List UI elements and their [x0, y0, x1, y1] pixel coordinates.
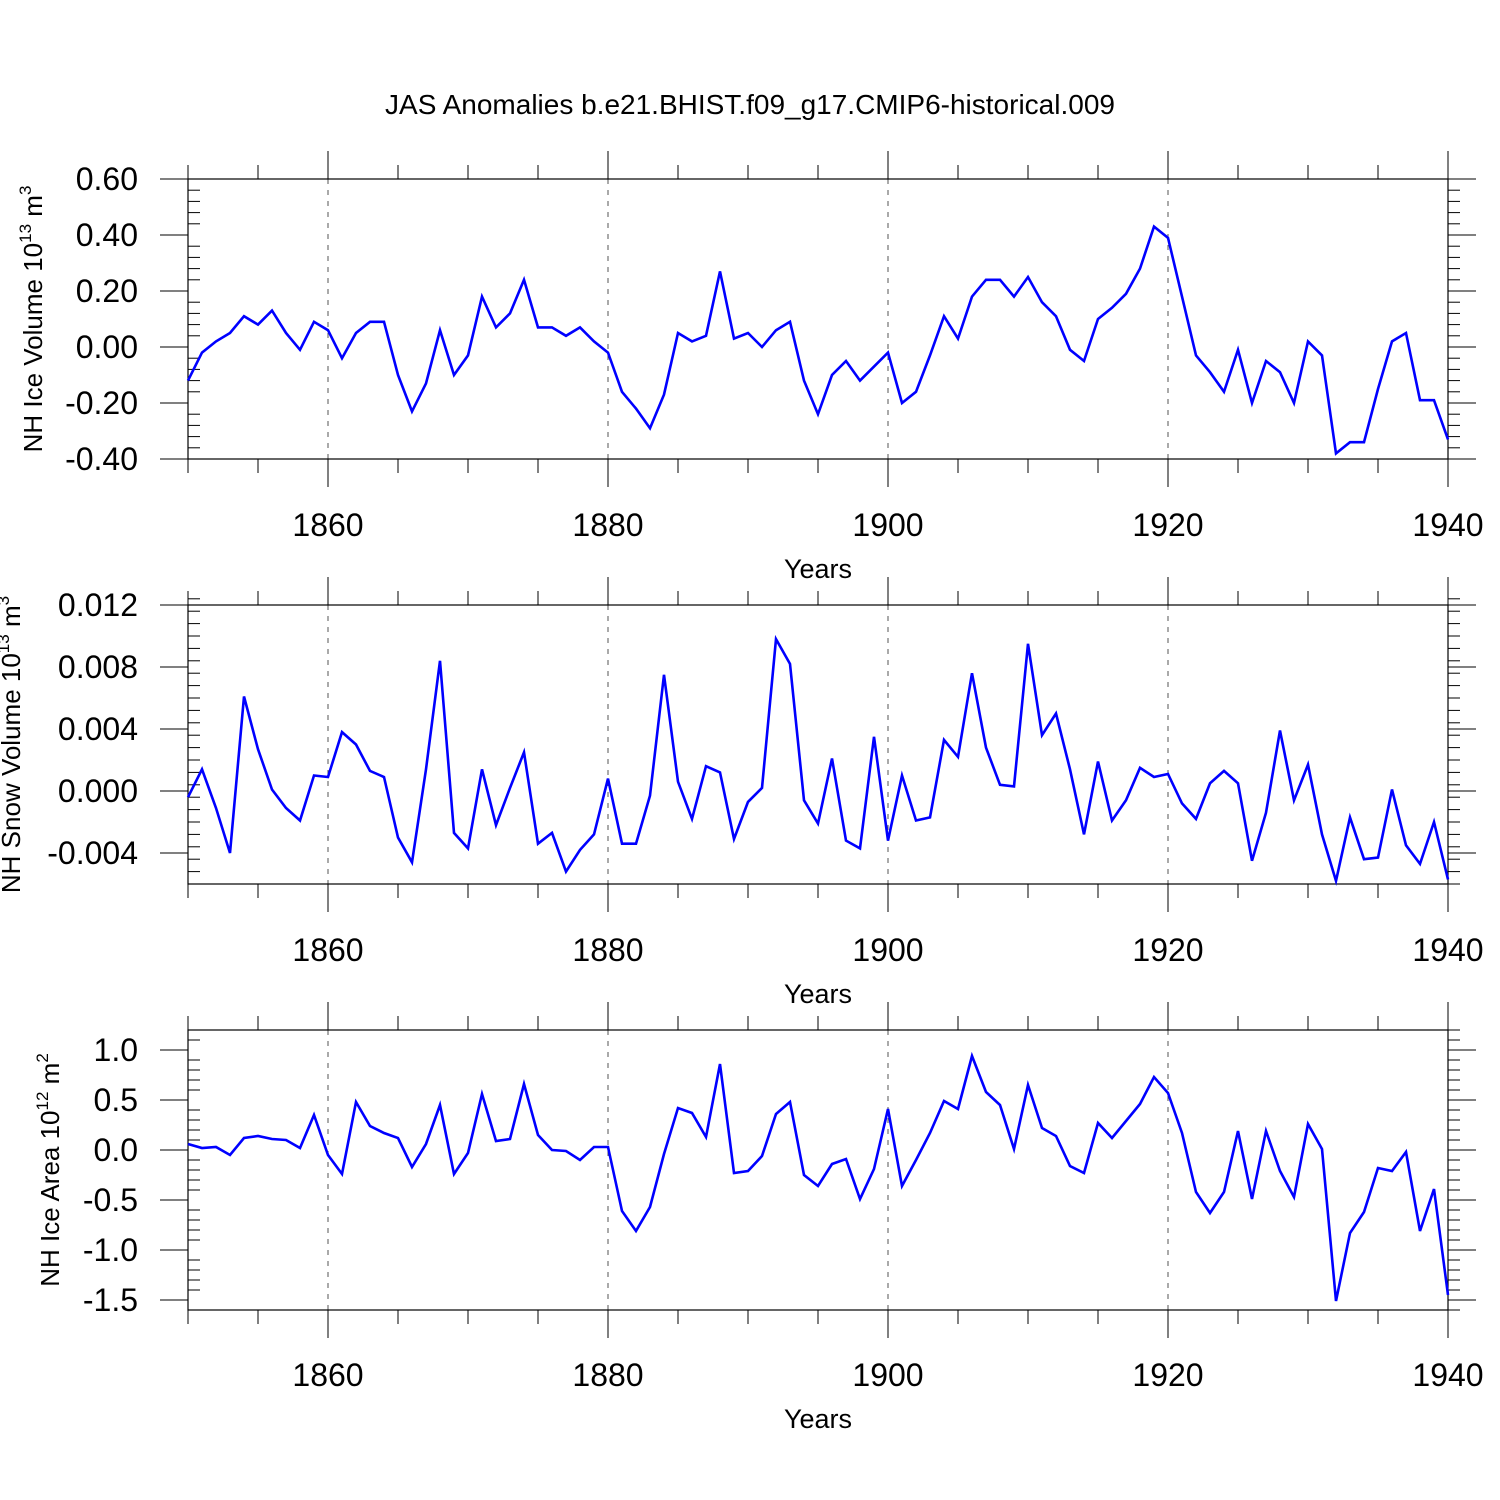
y-tick-label: 0.000	[58, 773, 138, 809]
plot-frame	[187, 1029, 1449, 1311]
x-tick-label: 1940	[1412, 1357, 1483, 1393]
x-tick-label: 1900	[852, 1357, 923, 1393]
x-tick-label: 1860	[292, 932, 363, 968]
x-tick-label: 1920	[1132, 932, 1203, 968]
y-tick-label: 0.004	[58, 711, 138, 747]
y-tick-label: 0.012	[58, 587, 138, 623]
x-tick-label: 1900	[852, 507, 923, 543]
x-tick-label: 1940	[1412, 932, 1483, 968]
panel-ice-volume: -0.40 -0.20 0.00 0.20 0.40 0.60 1860 1880 1900 19…	[16, 151, 1484, 584]
y-axis-label: NH Ice Volume 1013 m3	[16, 186, 48, 453]
y-tick-label: -0.40	[65, 441, 138, 477]
y-tick-label: 0.008	[58, 649, 138, 685]
x-tick-label: 1880	[572, 507, 643, 543]
y-tick-label: 0.20	[76, 273, 138, 309]
x-tick-label: 1940	[1412, 507, 1483, 543]
y-tick-label: 0.5	[94, 1082, 138, 1118]
y-tick-label: 1.0	[94, 1032, 138, 1068]
series-line-ice-area	[187, 1051, 1450, 1302]
y-tick-label: 0.00	[76, 329, 138, 365]
y-tick-label: -1.5	[83, 1282, 138, 1318]
x-tick-label: 1860	[292, 1357, 363, 1393]
y-tick-label: -0.004	[47, 835, 138, 871]
y-tick-label: -1.0	[83, 1232, 138, 1268]
plot-frame	[187, 604, 1449, 885]
x-tick-label: 1880	[572, 932, 643, 968]
x-axis-label: Years	[784, 554, 852, 584]
x-tick-label: 1920	[1132, 507, 1203, 543]
x-tick-label: 1860	[292, 507, 363, 543]
x-tick-label: 1920	[1132, 1357, 1203, 1393]
y-tick-label: 0.0	[94, 1132, 138, 1168]
series-line-ice-volume	[186, 224, 1450, 456]
y-tick-label: -0.20	[65, 385, 138, 421]
panel-ice-area: -1.5 -1.0 -0.5 0.0 0.5 1.0 1860 1880 1900 1920 194…	[33, 1002, 1484, 1434]
y-tick-label: 0.60	[76, 161, 138, 197]
series-line-snow-volume	[186, 634, 1450, 887]
panel-snow-volume: -0.004 0.000 0.004 0.008 0.012 1860 1880 1900 19…	[0, 577, 1484, 1009]
x-axis-label: Years	[784, 1404, 852, 1434]
y-axis-label: NH Ice Area 1012 m2	[33, 1053, 65, 1287]
chart-title: JAS Anomalies b.e21.BHIST.f09_g17.CMIP6-…	[385, 89, 1115, 120]
y-tick-label: -0.5	[83, 1182, 138, 1218]
x-tick-label: 1900	[852, 932, 923, 968]
plot-frame	[187, 178, 1449, 460]
y-axis-label: NH Snow Volume 1013 m3	[0, 596, 26, 893]
y-tick-label: 0.40	[76, 217, 138, 253]
x-axis-label: Years	[784, 979, 852, 1009]
x-tick-label: 1880	[572, 1357, 643, 1393]
